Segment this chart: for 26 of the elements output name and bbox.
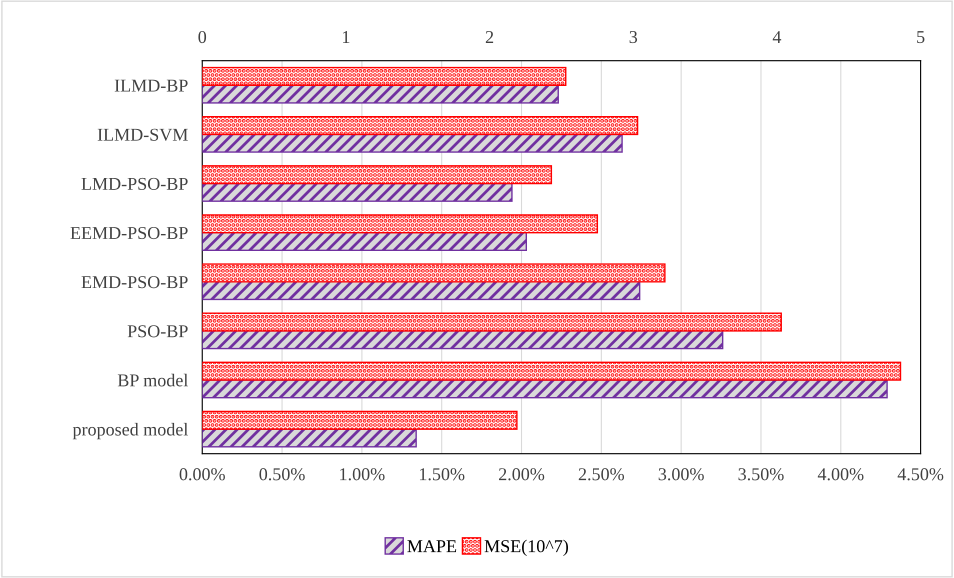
x-tick-label: 1.00% bbox=[340, 468, 385, 480]
y-tick-label: PSO-BP bbox=[128, 325, 188, 338]
x-tick-label: 1.50% bbox=[420, 468, 464, 480]
y-tick-label: proposed model bbox=[72, 422, 188, 440]
y-tick-label: ILMD-BP bbox=[114, 80, 188, 92]
y-tick-label: EMD-PSO-BP bbox=[82, 276, 188, 288]
x-tick-label: 0.50% bbox=[259, 468, 305, 480]
x-tick-label: 2.00% bbox=[498, 468, 544, 480]
x2-tick-label: 0 bbox=[198, 30, 206, 44]
legend-label: MSE(10^7) bbox=[484, 540, 568, 556]
y-tick-label: LMD-PSO-BP bbox=[82, 178, 188, 190]
y-tick-label: ILMD-SVM bbox=[98, 128, 188, 141]
x2-tick-label: 4 bbox=[772, 31, 782, 43]
x2-tick-label: 3 bbox=[630, 31, 638, 44]
x2-tick-label: 2 bbox=[486, 31, 494, 43]
x-tick-label: 4.00% bbox=[818, 468, 864, 480]
x-tick-label: 2.50% bbox=[578, 468, 624, 480]
x2-tick-label: 5 bbox=[917, 31, 924, 44]
y-tick-label: EEMD-PSO-BP bbox=[70, 226, 188, 240]
x-tick-label: 3.50% bbox=[738, 468, 784, 480]
x2-tick-label: 1 bbox=[342, 31, 350, 43]
x-tick-label: 3.00% bbox=[658, 468, 704, 480]
y-tick-label: BP model bbox=[118, 374, 188, 386]
legend-label: MAPE bbox=[407, 540, 456, 552]
x-tick-label: 4.50% bbox=[898, 468, 944, 480]
x-tick-label: 0.00% bbox=[180, 468, 225, 480]
